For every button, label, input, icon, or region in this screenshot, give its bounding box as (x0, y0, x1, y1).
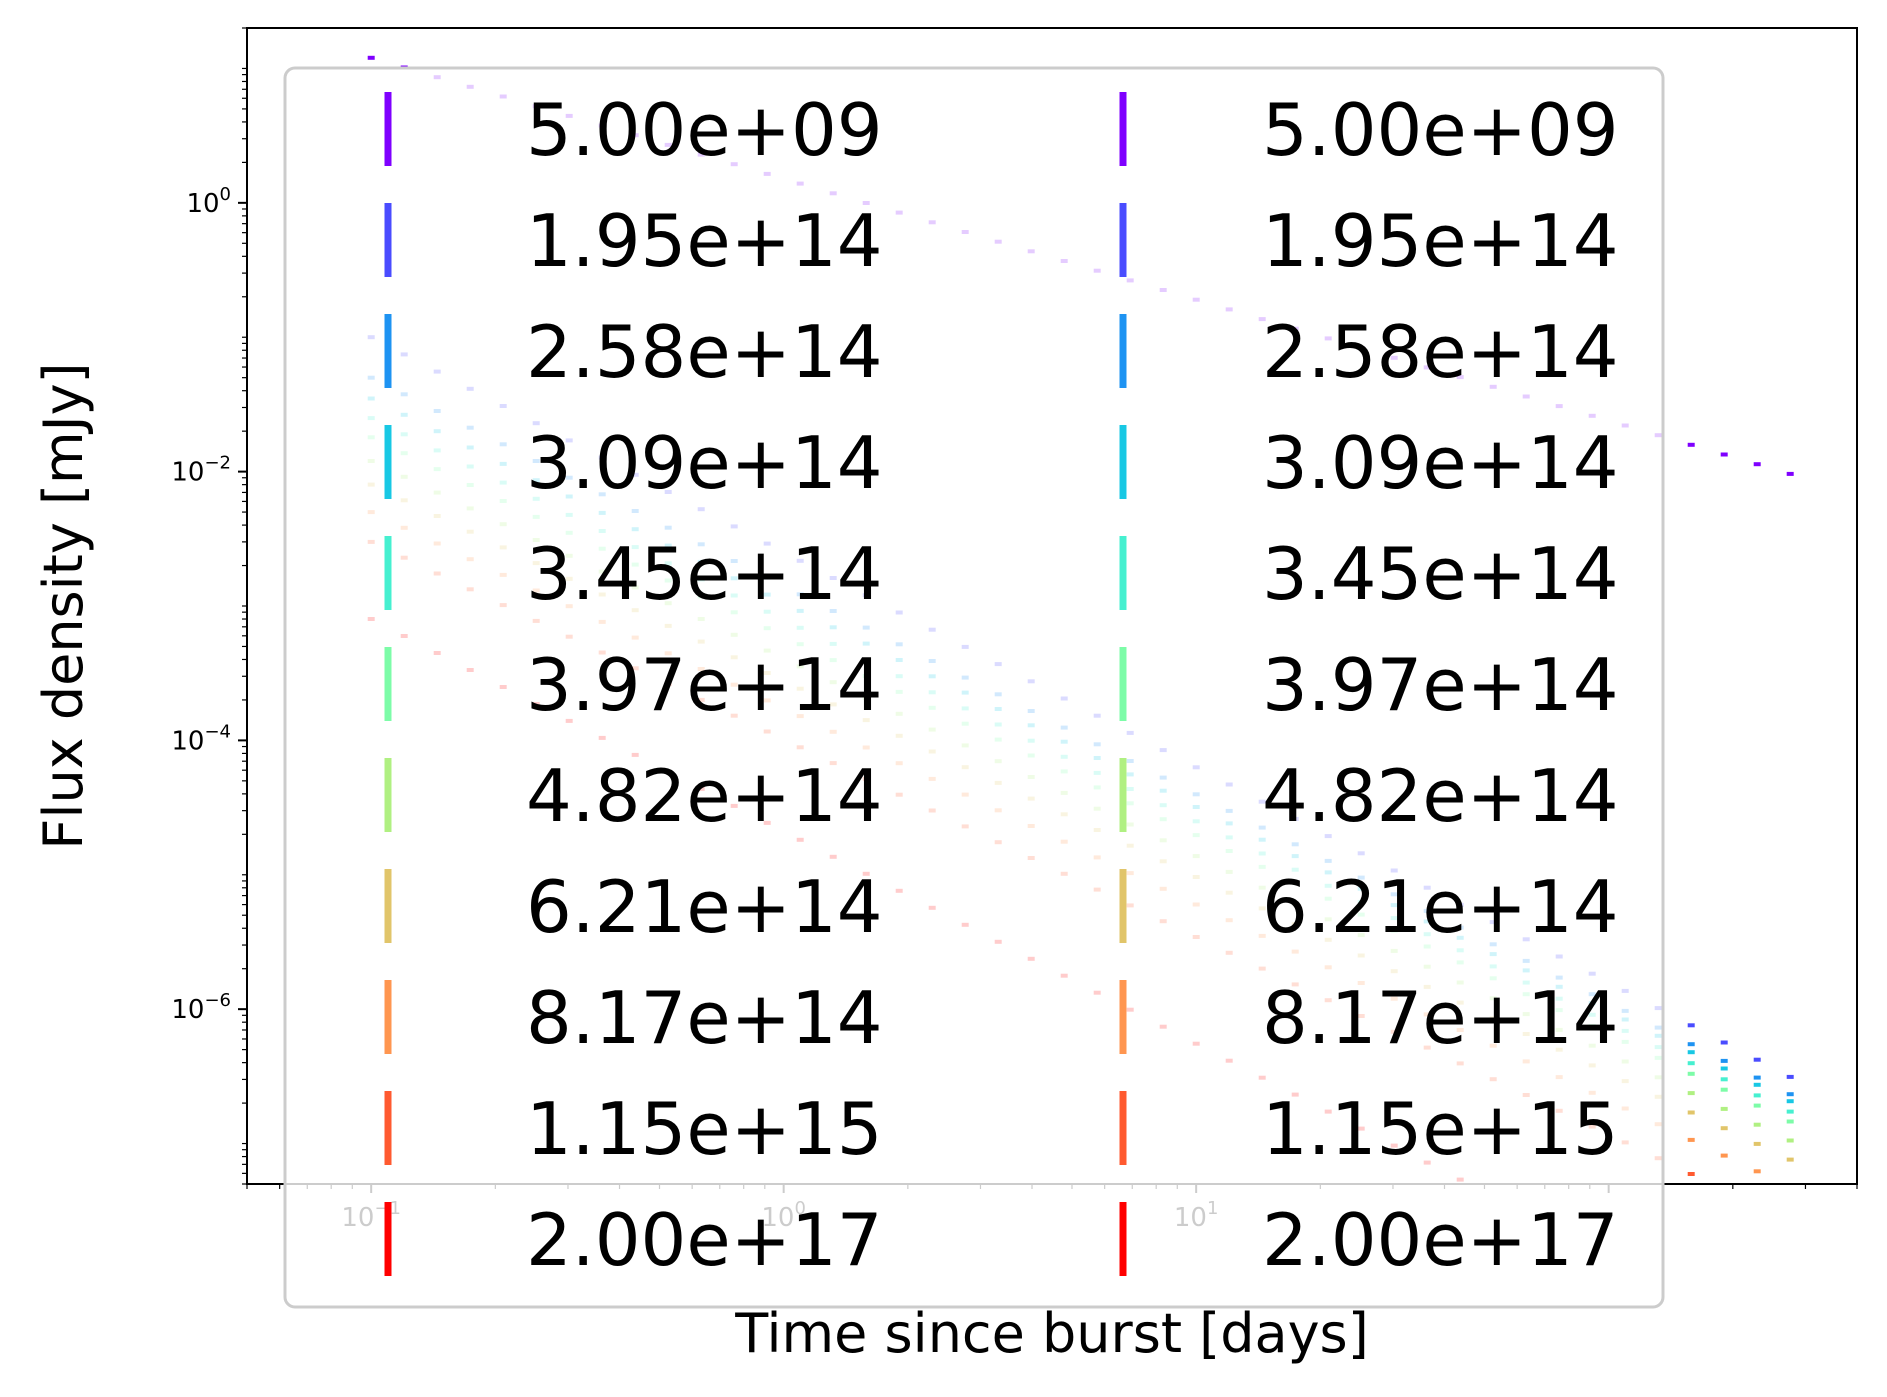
legend-marker (1119, 758, 1127, 832)
legend-label: 3.09e+14 (526, 421, 883, 505)
legend-label: 6.21e+14 (1262, 865, 1619, 949)
legend-label: 1.95e+14 (526, 199, 883, 283)
legend-frame (283, 66, 1665, 1309)
legend-marker (1119, 203, 1127, 277)
legend-label: 4.82e+14 (1262, 754, 1619, 838)
data-point (1720, 1058, 1728, 1063)
data-point (1687, 1110, 1695, 1115)
legend-label: 3.97e+14 (1262, 643, 1619, 727)
data-point (1720, 1077, 1728, 1082)
data-point (1720, 1153, 1728, 1158)
y-axis-label: Flux density [mJy] (32, 362, 95, 849)
legend-label: 3.45e+14 (526, 532, 883, 616)
data-point (1753, 1103, 1761, 1108)
legend: 5.00e+09 1.95e+14 2.58e+14 3.09e+14 3.45e+14… (283, 66, 1665, 1309)
data-point (1720, 1040, 1728, 1045)
y-tick-label: 10−2 (171, 453, 231, 488)
data-point (1753, 1075, 1761, 1080)
x-axis-label: Time since burst [days] (734, 1302, 1369, 1365)
data-point (1687, 442, 1695, 447)
legend-marker (384, 425, 392, 499)
data-point (1720, 1087, 1728, 1092)
data-point (1786, 471, 1794, 476)
data-point (1786, 1157, 1794, 1162)
data-point (1753, 1122, 1761, 1127)
legend-label: 3.45e+14 (1262, 532, 1619, 616)
legend-label: 3.09e+14 (1262, 421, 1619, 505)
data-point (1753, 1057, 1761, 1062)
legend-marker (384, 869, 392, 943)
legend-marker (384, 536, 392, 610)
legend-label: 2.58e+14 (1262, 310, 1619, 394)
y-tick-label: 100 (186, 184, 231, 219)
data-point (1786, 1109, 1794, 1114)
legend-marker (384, 92, 392, 166)
legend-label: 2.00e+17 (1262, 1198, 1619, 1282)
legend-marker (1119, 1091, 1127, 1165)
legend-label: 1.95e+14 (1262, 199, 1619, 283)
data-point (1687, 1172, 1695, 1176)
data-point (1753, 1141, 1761, 1146)
legend-marker (384, 758, 392, 832)
legend-marker (1119, 1202, 1127, 1276)
legend-label: 2.58e+14 (526, 310, 883, 394)
legend-marker (1119, 647, 1127, 721)
data-point (1687, 1042, 1695, 1047)
legend-marker (1119, 536, 1127, 610)
legend-label: 5.00e+09 (526, 88, 883, 172)
legend-label: 4.82e+14 (526, 754, 883, 838)
data-point (1786, 1138, 1794, 1143)
data-point (367, 55, 375, 60)
legend-label: 2.00e+17 (526, 1198, 883, 1282)
data-point (1720, 1066, 1728, 1071)
data-point (1687, 1091, 1695, 1096)
data-point (1687, 1023, 1695, 1028)
data-point (1720, 452, 1728, 457)
legend-marker (1119, 980, 1127, 1054)
legend-label: 8.17e+14 (526, 976, 883, 1060)
legend-label: 1.15e+15 (526, 1087, 883, 1171)
legend-label: 5.00e+09 (1262, 88, 1619, 172)
data-point (1753, 1169, 1761, 1174)
y-tick-label: 10−4 (171, 721, 231, 756)
legend-marker (1119, 425, 1127, 499)
legend-marker (384, 1202, 392, 1276)
legend-marker (384, 647, 392, 721)
data-point (1753, 1082, 1761, 1087)
data-point (1687, 1050, 1695, 1055)
legend-marker (384, 314, 392, 388)
data-point (1720, 1126, 1728, 1131)
data-point (1786, 1074, 1794, 1079)
legend-label: 3.97e+14 (526, 643, 883, 727)
data-point (1786, 1099, 1794, 1104)
data-point (1687, 1137, 1695, 1142)
data-point (1753, 1093, 1761, 1098)
legend-marker (1119, 869, 1127, 943)
data-point (1720, 1106, 1728, 1111)
legend-marker (1119, 92, 1127, 166)
legend-label: 1.15e+15 (1262, 1087, 1619, 1171)
data-point (1786, 1092, 1794, 1097)
data-point (1786, 1119, 1794, 1124)
legend-label: 8.17e+14 (1262, 976, 1619, 1060)
data-point (1687, 1071, 1695, 1076)
data-point (1687, 1061, 1695, 1066)
legend-label: 6.21e+14 (526, 865, 883, 949)
legend-marker (384, 980, 392, 1054)
legend-marker (384, 203, 392, 277)
legend-marker (1119, 314, 1127, 388)
y-tick-label: 10−6 (171, 990, 231, 1025)
data-point (1753, 462, 1761, 467)
legend-marker (384, 1091, 392, 1165)
